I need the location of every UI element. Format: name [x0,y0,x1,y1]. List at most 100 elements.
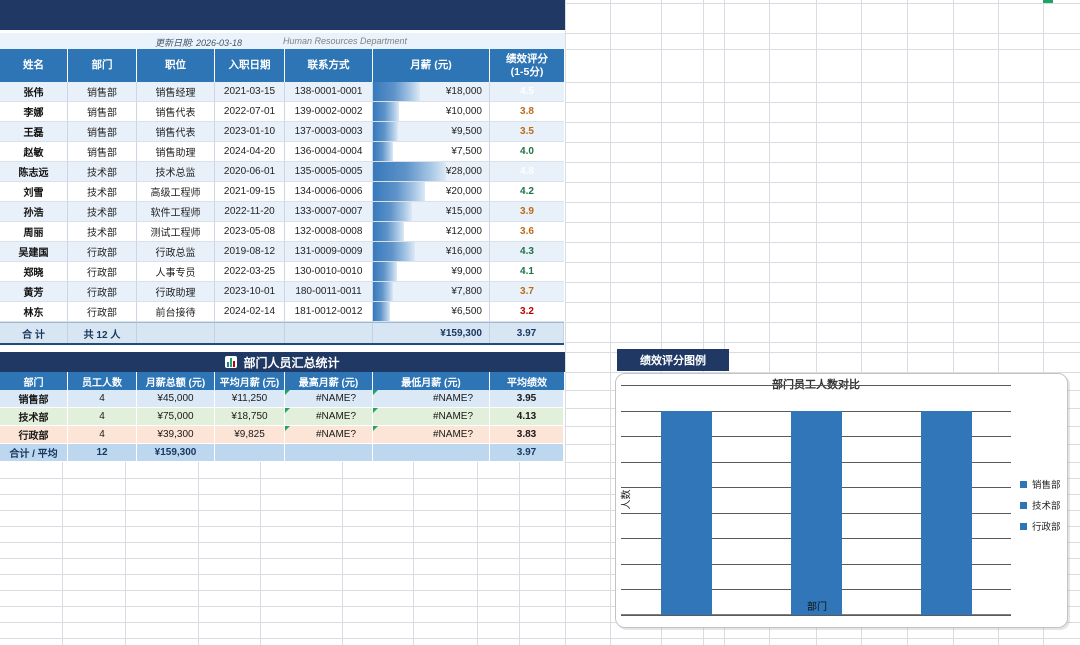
cell-phone[interactable]: 134-0006-0006 [285,182,373,202]
cell-name[interactable]: 赵敏 [0,142,68,162]
cell-avg-salary[interactable]: ¥9,825 [215,426,285,444]
cell-phone[interactable]: 133-0007-0007 [285,202,373,222]
cell-total-salary[interactable]: ¥45,000 [137,390,215,408]
cell-title[interactable]: 销售代表 [137,122,215,142]
cell-score[interactable]: 3.6 [490,222,564,242]
cell-salary[interactable]: ¥28,000 [373,162,490,182]
empty[interactable] [285,323,373,343]
cell-dept[interactable]: 行政部 [0,426,68,444]
cell-count[interactable]: 4 [68,408,137,426]
total-score[interactable]: 3.97 [490,323,564,343]
cell-total-salary[interactable]: ¥39,300 [137,426,215,444]
cell-avg-salary[interactable] [215,444,285,462]
legend-item[interactable]: 技术部 [1020,498,1061,512]
column-header[interactable]: 最低月薪 (元) [373,372,490,390]
cell-phone[interactable]: 137-0003-0003 [285,122,373,142]
cell-salary[interactable]: ¥7,500 [373,142,490,162]
cell-name[interactable]: 李娜 [0,102,68,122]
cell-score[interactable]: 4.1 [490,262,564,282]
total-salary[interactable]: ¥159,300 [373,323,490,343]
cell-title[interactable]: 行政总监 [137,242,215,262]
column-header[interactable]: 月薪 (元) [373,49,490,82]
cell-name[interactable]: 陈志远 [0,162,68,182]
cell-phone[interactable]: 136-0004-0004 [285,142,373,162]
cell-name[interactable]: 郑晓 [0,262,68,282]
cell-min-salary[interactable] [373,444,490,462]
column-header[interactable]: 部门 [68,49,137,82]
cell-avg-salary[interactable]: ¥18,750 [215,408,285,426]
cell-dept[interactable]: 销售部 [68,142,137,162]
cell-score[interactable]: 3.5 [490,122,564,142]
cell-avg-score[interactable]: 4.13 [490,408,564,426]
cell-dept[interactable]: 行政部 [68,282,137,302]
cell-max-salary[interactable] [285,444,373,462]
cell-salary[interactable]: ¥20,000 [373,182,490,202]
cell-hire-date[interactable]: 2023-01-10 [215,122,285,142]
cell-dept[interactable]: 合计 / 平均 [0,444,68,462]
cell-score[interactable]: 4.8 [490,162,564,182]
performance-legend-tab[interactable]: 绩效评分图例 [617,349,729,371]
cell-score[interactable]: 3.9 [490,202,564,222]
total-count[interactable]: 共 12 人 [68,323,137,343]
cell-phone[interactable]: 139-0002-0002 [285,102,373,122]
cell-avg-salary[interactable]: ¥11,250 [215,390,285,408]
cell-hire-date[interactable]: 2023-05-08 [215,222,285,242]
cell-name[interactable]: 黄芳 [0,282,68,302]
column-header[interactable]: 职位 [137,49,215,82]
cell-hire-date[interactable]: 2022-07-01 [215,102,285,122]
cell-min-salary[interactable]: #NAME? [373,390,490,408]
column-header[interactable]: 部门 [0,372,68,390]
cell-max-salary[interactable]: #NAME? [285,426,373,444]
column-header[interactable]: 平均绩效 [507,377,547,389]
column-header[interactable]: 联系方式 [285,49,373,82]
cell-name[interactable]: 周丽 [0,222,68,242]
column-header[interactable]: 月薪总额 (元) [137,372,215,390]
column-header[interactable]: 最高月薪 (元) [285,372,373,390]
cell-salary[interactable]: ¥7,800 [373,282,490,302]
cell-hire-date[interactable]: 2024-02-14 [215,302,285,322]
cell-avg-score[interactable]: 3.95 [490,390,564,408]
cell-salary[interactable]: ¥9,500 [373,122,490,142]
cell-hire-date[interactable]: 2023-10-01 [215,282,285,302]
column-header[interactable]: 姓名 [0,49,68,82]
cell-score[interactable]: 4.2 [490,182,564,202]
cell-title[interactable]: 软件工程师 [137,202,215,222]
cell-name[interactable]: 张伟 [0,82,68,102]
cell-dept[interactable]: 行政部 [68,302,137,322]
cell-title[interactable]: 销售经理 [137,82,215,102]
cell-salary[interactable]: ¥18,000 [373,82,490,102]
column-header[interactable]: 入职日期 [215,49,285,82]
cell-score[interactable]: 4.5 [490,82,564,102]
cell-salary[interactable]: ¥12,000 [373,222,490,242]
cell-count[interactable]: 4 [68,390,137,408]
cell-salary[interactable]: ¥16,000 [373,242,490,262]
cell-avg-score[interactable]: 3.83 [490,426,564,444]
cell-title[interactable]: 行政助理 [137,282,215,302]
cell-title[interactable]: 技术总监 [137,162,215,182]
cell-salary[interactable]: ¥9,000 [373,262,490,282]
cell-hire-date[interactable]: 2021-09-15 [215,182,285,202]
legend-item[interactable]: 行政部 [1020,519,1061,533]
cell-phone[interactable]: 130-0010-0010 [285,262,373,282]
cell-title[interactable]: 前台接待 [137,302,215,322]
cell-name[interactable]: 林东 [0,302,68,322]
cell-dept[interactable]: 销售部 [68,82,137,102]
cell-hire-date[interactable]: 2021-03-15 [215,82,285,102]
total-label[interactable]: 合 计 [0,323,68,343]
cell-hire-date[interactable]: 2019-08-12 [215,242,285,262]
cell-name[interactable]: 吴建国 [0,242,68,262]
cell-hire-date[interactable]: 2020-06-01 [215,162,285,182]
column-header[interactable]: 绩效评分 (1-5分) [506,52,548,78]
cell-count[interactable]: 12 [68,444,137,462]
cell-total-salary[interactable]: ¥159,300 [137,444,215,462]
cell-score[interactable]: 3.2 [490,302,564,322]
column-header[interactable]: 平均月薪 (元) [215,372,285,390]
cell-score[interactable]: 3.8 [490,102,564,122]
cell-count[interactable]: 4 [68,426,137,444]
column-header[interactable]: 员工人数 [68,372,137,390]
cell-phone[interactable]: 181-0012-0012 [285,302,373,322]
cell-max-salary[interactable]: #NAME? [285,390,373,408]
cell-phone[interactable]: 180-0011-0011 [285,282,373,302]
cell-hire-date[interactable]: 2022-03-25 [215,262,285,282]
cell-dept[interactable]: 技术部 [68,182,137,202]
